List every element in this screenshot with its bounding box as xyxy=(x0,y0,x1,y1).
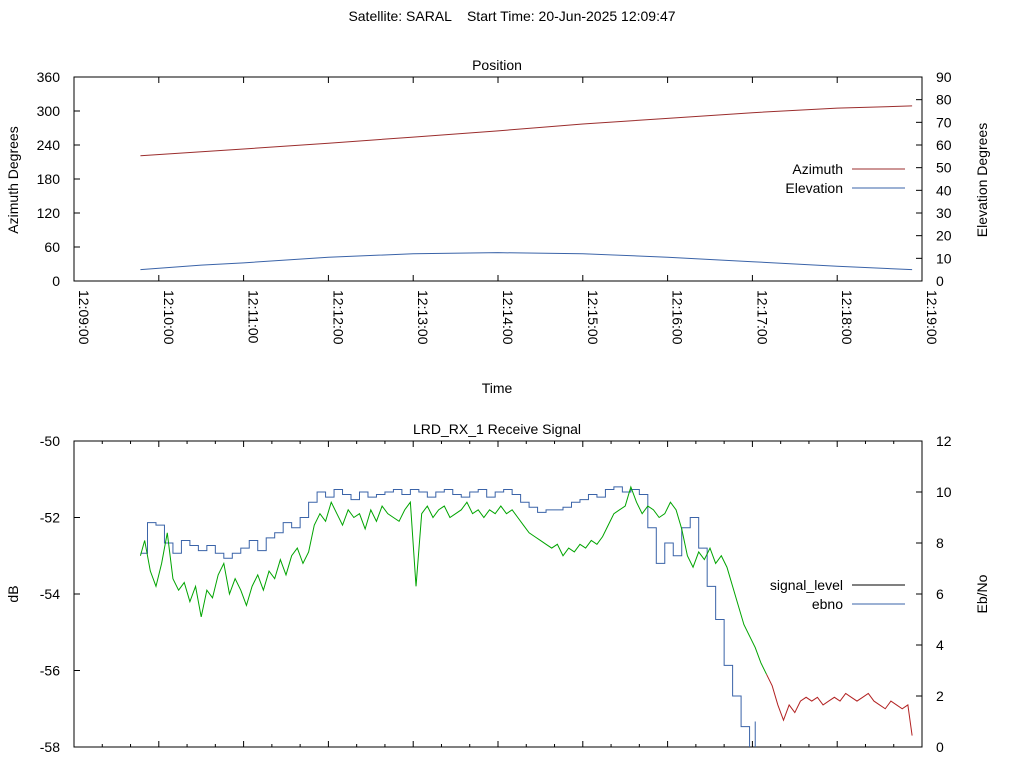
y-tick-label: 240 xyxy=(37,137,61,153)
receive-signal-plot-frame xyxy=(73,440,923,748)
figure-suptitle: Satellite: SARAL Start Time: 20-Jun-2025… xyxy=(348,8,676,24)
y2-tick-label: 60 xyxy=(936,137,952,153)
x-tick-label: 12:10:00 xyxy=(161,290,177,345)
receive-signal-y2-axis-label: Eb/No xyxy=(974,574,990,613)
legend-ebno-label: ebno xyxy=(812,596,843,612)
receive-signal-legend: signal_level ebno xyxy=(770,577,905,612)
receive-signal-y2-ticks: 0 2 4 6 8 10 12 xyxy=(916,433,952,755)
signal-level-tail-line xyxy=(766,674,913,736)
x-tick-label: 12:12:00 xyxy=(330,290,346,345)
legend-azimuth-label: Azimuth xyxy=(792,161,843,177)
y-tick-label: 0 xyxy=(52,273,60,289)
y-tick-label: -56 xyxy=(40,663,60,679)
x-tick-label: 12:17:00 xyxy=(754,290,770,345)
y2-tick-label: 90 xyxy=(936,69,952,85)
x-tick-label: 12:09:00 xyxy=(76,290,92,345)
y2-tick-label: 10 xyxy=(936,250,952,266)
y-tick-label: 180 xyxy=(37,171,61,187)
y2-tick-label: 70 xyxy=(936,114,952,130)
y2-tick-label: 0 xyxy=(936,739,944,755)
x-tick-label: 12:15:00 xyxy=(585,290,601,345)
x-tick-label: 12:19:00 xyxy=(924,290,940,345)
y2-tick-label: 12 xyxy=(936,433,952,449)
position-x-ticks: 12:09:00 12:10:00 12:11:00 12:12:00 12:13:00… xyxy=(73,77,940,345)
signal-level-line xyxy=(139,485,767,675)
ebno-line xyxy=(140,486,756,747)
x-tick-label: 12:11:00 xyxy=(246,290,262,344)
x-tick-label: 12:13:00 xyxy=(415,290,431,345)
receive-signal-chart-title: LRD_RX_1 Receive Signal xyxy=(413,421,581,437)
position-y-axis-label: Azimuth Degrees xyxy=(5,126,21,233)
y-tick-label: 360 xyxy=(37,69,61,85)
receive-signal-y-ticks: -58 -56 -54 -52 -50 xyxy=(40,433,80,755)
receive-signal-series xyxy=(139,485,913,747)
x-tick-label: 12:14:00 xyxy=(500,290,516,345)
y2-tick-label: 80 xyxy=(936,92,952,108)
position-y-ticks: 0 60 120 180 240 300 360 xyxy=(37,69,80,289)
y-tick-label: -54 xyxy=(40,586,60,602)
y2-tick-label: 10 xyxy=(936,484,952,500)
y2-tick-label: 0 xyxy=(936,273,944,289)
position-y2-ticks: 0 10 20 30 40 50 60 70 80 90 xyxy=(916,69,952,289)
receive-signal-y-axis-label: dB xyxy=(5,585,21,602)
y2-tick-label: 8 xyxy=(936,535,944,551)
position-x-axis-label: Time xyxy=(482,380,513,396)
y-tick-label: 60 xyxy=(44,239,60,255)
position-legend: Azimuth Elevation xyxy=(785,161,905,196)
y2-tick-label: 2 xyxy=(936,688,944,704)
position-series xyxy=(140,105,913,271)
y2-tick-label: 30 xyxy=(936,205,952,221)
position-y2-axis-label: Elevation Degrees xyxy=(974,123,990,237)
position-chart-title: Position xyxy=(472,57,522,73)
position-plot-frame xyxy=(73,76,923,282)
receive-signal-x-ticks xyxy=(73,441,923,747)
y2-tick-label: 40 xyxy=(936,182,952,198)
legend-signal-level-label: signal_level xyxy=(770,577,843,593)
position-chart: Position 12:09:00 12:10:00 12:11:00 12:12:0… xyxy=(5,57,990,396)
x-tick-label: 12:16:00 xyxy=(670,290,686,345)
y-tick-label: -50 xyxy=(40,433,60,449)
y2-tick-label: 6 xyxy=(936,586,944,602)
elevation-line xyxy=(140,252,913,271)
y-tick-label: -52 xyxy=(40,510,60,526)
y2-tick-label: 4 xyxy=(936,637,944,653)
legend-elevation-label: Elevation xyxy=(785,180,843,196)
y2-tick-label: 50 xyxy=(936,160,952,176)
y-tick-label: -58 xyxy=(40,739,60,755)
y-tick-label: 120 xyxy=(37,205,61,221)
y2-tick-label: 20 xyxy=(936,228,952,244)
azimuth-line xyxy=(140,105,913,157)
receive-signal-chart: LRD_RX_1 Receive Signal -58-56-54-52-50 … xyxy=(5,421,990,755)
x-tick-label: 12:18:00 xyxy=(839,290,855,345)
y-tick-label: 300 xyxy=(37,103,61,119)
